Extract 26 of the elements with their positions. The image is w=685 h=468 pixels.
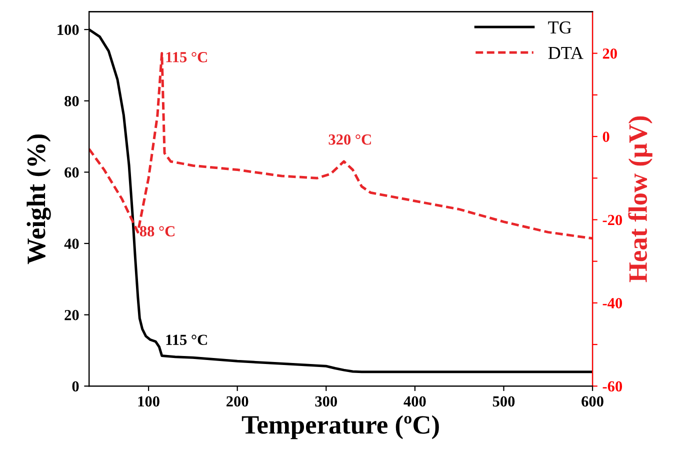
annotation: 88 °C <box>140 226 174 236</box>
annotation: 115 °C <box>166 52 207 62</box>
x-tick-label: 200 <box>226 396 248 407</box>
x-tick-label: 500 <box>492 396 515 407</box>
x-tick-label: 300 <box>315 396 338 407</box>
x-tick-label: 600 <box>582 396 604 407</box>
y-tick-label: 80 <box>64 96 79 106</box>
y2-axis-title: Heat flow (μV) <box>628 116 652 282</box>
annotation: 320 °C <box>328 134 371 145</box>
y2-tick-label: 0 <box>602 132 610 142</box>
x-tick-label: 100 <box>138 396 160 407</box>
y2-tick-label: 20 <box>602 48 617 59</box>
y2-tick-label: -20 <box>602 214 622 226</box>
legend-label: DTA <box>548 46 584 59</box>
annotation: 115 °C <box>166 334 207 345</box>
legend-label: TG <box>548 21 572 34</box>
y2-tick-label: -40 <box>602 298 622 308</box>
y-tick-label: 60 <box>64 167 79 178</box>
y-tick-label: 0 <box>72 381 79 392</box>
y-tick-label: 100 <box>58 24 79 35</box>
x-axis-title: Temperature (ºC) <box>242 415 439 440</box>
y-axis-title: Weight (%) <box>26 134 51 264</box>
y-tick-label: 20 <box>64 310 79 320</box>
y2-tick-label: -60 <box>602 381 622 392</box>
x-tick-label: 400 <box>404 396 426 407</box>
y-tick-label: 40 <box>64 238 79 249</box>
